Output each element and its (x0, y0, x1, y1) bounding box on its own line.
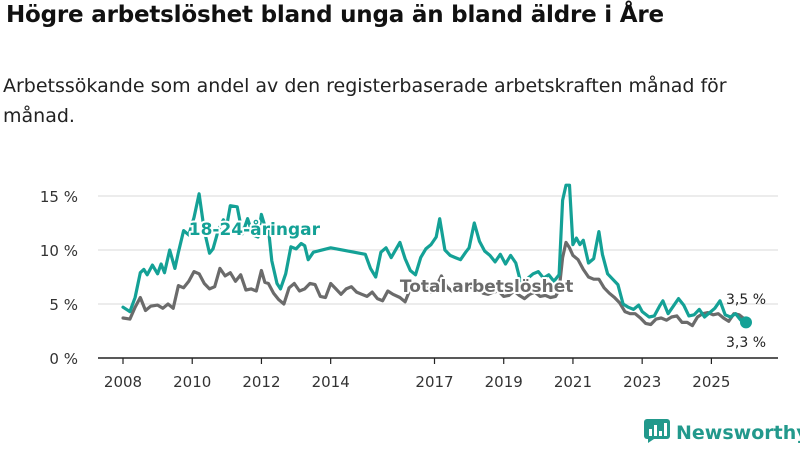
series-label-total: Total arbetslöshet (400, 277, 574, 297)
y-tick-label: 5 % (49, 296, 78, 314)
y-tick-label: 0 % (49, 350, 78, 368)
x-tick-label: 2017 (415, 373, 453, 391)
end-value-total: 3,5 % (726, 292, 766, 308)
brand-footer: Newsworthy (644, 418, 800, 448)
series-line-total (121, 240, 748, 328)
x-tick-label: 2010 (173, 373, 211, 391)
x-tick-label: 2023 (623, 373, 661, 391)
axes: 0 % 5 % 10 % 15 % 2008 2010 2012 2014 2017 2019 20… (40, 188, 778, 391)
y-tick-label: 10 % (40, 242, 78, 260)
x-tick-label: 2014 (312, 373, 350, 391)
x-tick-label: 2025 (692, 373, 730, 391)
series-label-young: 18-24-åringar (189, 218, 321, 240)
end-marker-young (740, 316, 752, 329)
brand-name: Newsworthy (676, 422, 800, 444)
x-tick-label: 2021 (554, 373, 592, 391)
x-tick-label: 2012 (242, 373, 280, 391)
series-line-young (121, 183, 748, 324)
series-lines (121, 183, 748, 328)
series-label-halo: Total arbetslöshet (400, 277, 574, 297)
series-label-halo: 18-24-åringar (189, 218, 321, 240)
y-tick-label: 15 % (40, 188, 78, 206)
x-tick-label: 2019 (485, 373, 523, 391)
x-tick-label: 2008 (104, 373, 142, 391)
end-value-young: 3,3 % (726, 335, 766, 351)
chart-title: Högre arbetslöshet bland unga än bland ä… (6, 2, 664, 28)
chart-subtitle: Arbetssökande som andel av den registerb… (3, 75, 727, 127)
newsworthy-chart-logo-icon (644, 419, 670, 447)
